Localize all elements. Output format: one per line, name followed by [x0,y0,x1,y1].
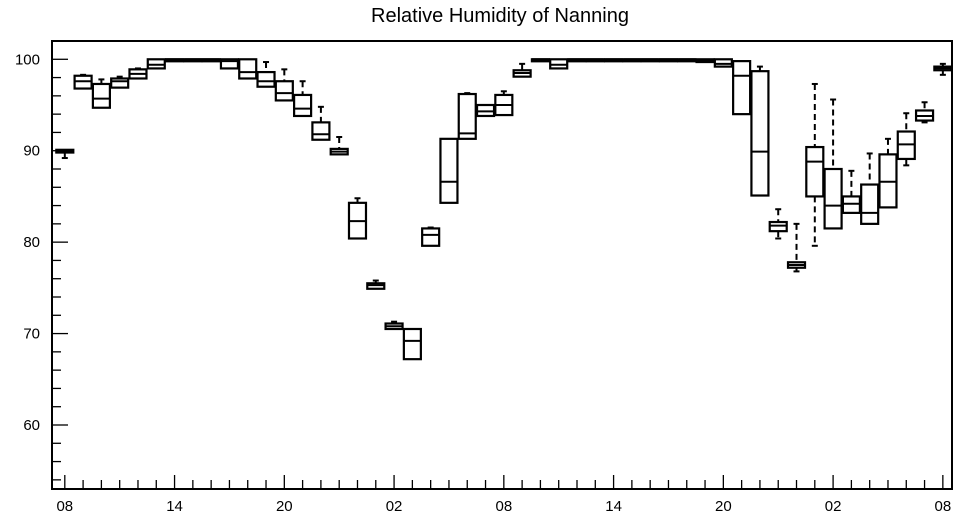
box-plot [786,222,807,273]
y-tick-label: 100 [15,51,40,68]
box-plot [494,90,514,117]
box-plot [530,58,551,63]
box-plot [402,327,422,361]
box-plot [457,92,477,140]
x-tick-label: 08 [56,498,73,515]
x-tick-label: 20 [715,498,732,515]
box-iqr [402,327,422,361]
x-tick-label: 08 [935,498,952,515]
box-plot [73,73,93,90]
box-plot [219,58,240,70]
box-plot [183,58,203,63]
box-iqr [732,60,752,116]
box-plot [256,61,276,88]
box-plot [585,58,605,63]
box-plot [732,60,752,116]
box-plot [91,78,111,109]
plot-frame [51,40,953,490]
box-iqr [91,82,111,109]
box-plot [933,62,953,76]
box-iqr [439,137,459,204]
box-plot [512,62,532,78]
box-plot [421,226,441,247]
box-plot [878,137,898,209]
box-iqr [256,70,276,88]
box-plot [841,169,861,214]
box-iqr [311,121,331,141]
box-plot [658,58,679,63]
box-plot [860,152,880,225]
y-tick-label: 90 [23,143,40,160]
box-iqr [860,183,880,225]
x-tick-label: 14 [166,498,183,515]
plot-area [51,40,953,490]
box-plot [567,58,587,63]
box-iqr [293,93,313,118]
box-iqr [805,145,825,198]
box-plot [238,58,258,80]
box-plot [311,105,331,141]
box-plot [713,58,733,68]
box-plot [805,82,825,247]
box-plot [475,103,496,118]
x-tick-label: 20 [276,498,293,515]
box-plot [439,137,459,204]
y-axis: 60 70 80 90 100 [15,40,68,481]
box-iqr [457,92,477,140]
box-series [55,58,953,361]
box-plot [366,279,386,290]
box-plot [603,58,624,63]
box-plot [823,98,843,230]
box-plot [201,58,221,63]
chart-title: Relative Humidity of Nanning [371,5,629,27]
box-plot [750,65,770,197]
x-tick-label: 02 [386,498,403,515]
box-iqr [823,167,843,230]
x-tick-label: 08 [495,498,512,515]
box-plot [164,58,185,63]
box-plot [293,80,313,118]
x-axis: 08 14 20 02 08 14 20 02 08 [56,475,951,515]
box-plot [274,68,294,102]
box-plot [640,58,660,63]
box-plot [347,197,368,240]
box-plot [110,75,130,89]
box-plot [549,58,569,70]
y-tick-label: 80 [23,234,40,251]
box-plot [329,136,349,156]
box-plot [677,58,697,63]
box-plot [768,208,788,240]
box-iqr [238,58,258,80]
box-plot [695,58,715,64]
box-iqr [219,58,240,70]
box-plot [914,101,935,124]
x-tick-label: 02 [825,498,842,515]
box-plot [896,112,916,167]
box-iqr [274,80,294,102]
y-tick-label: 70 [23,326,40,343]
box-plot [146,58,166,70]
box-iqr [110,77,130,89]
y-tick-label: 60 [23,417,40,434]
box-plot [384,320,404,331]
x-tick-label: 14 [605,498,622,515]
box-plot [55,148,75,160]
box-plot [622,58,642,63]
box-iqr [421,227,441,247]
box-plot [128,67,148,80]
box-iqr [750,70,770,197]
